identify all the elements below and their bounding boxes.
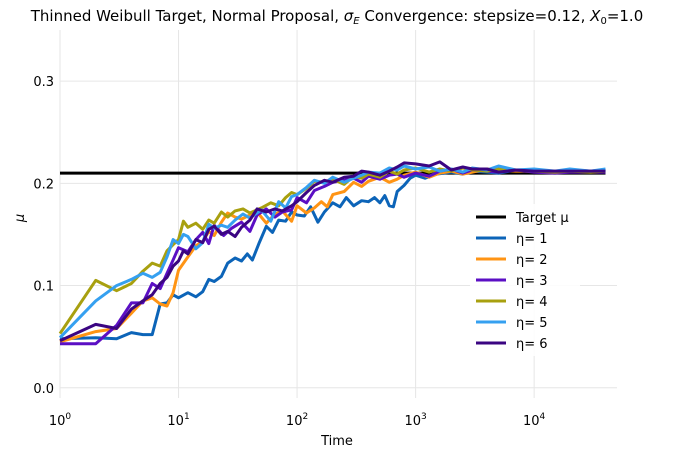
series-line-eta-6 [59, 160, 606, 343]
x-axis-ticks: 100 101 102 103 104 [49, 412, 546, 429]
legend-label-eta-5: η= 5 [516, 316, 548, 331]
chart-title: Thinned Weibull Target, Normal Proposal,… [30, 7, 644, 27]
legend: Target μ η= 1 η= 2 η= 3 η= 4 η= 5 η= 6 [470, 204, 580, 356]
y-axis-label: μ [13, 214, 28, 223]
y-tick-label: 0.3 [33, 75, 54, 90]
legend-label-eta-4: η= 4 [516, 295, 548, 310]
series-line-eta-5 [58, 164, 606, 339]
legend-label-eta-1: η= 1 [516, 232, 548, 247]
legend-label-eta-2: η= 2 [516, 253, 548, 268]
legend-label-eta-6: η= 6 [516, 337, 548, 352]
y-tick-label: 0.0 [33, 382, 54, 397]
x-axis-label: Time [320, 434, 353, 449]
y-tick-label: 0.1 [33, 280, 54, 295]
x-tick-label: 102 [286, 412, 308, 429]
series-layer [58, 160, 606, 346]
x-tick-label: 101 [167, 412, 189, 429]
series-line-eta-3 [60, 167, 606, 346]
legend-label-target: Target μ [515, 211, 569, 226]
y-axis-ticks: 0.0 0.1 0.2 0.3 [33, 75, 54, 397]
x-tick-label: 100 [49, 412, 72, 429]
legend-label-eta-3: η= 3 [516, 274, 548, 289]
y-tick-label: 0.2 [33, 177, 54, 192]
x-tick-label: 103 [404, 412, 426, 429]
x-tick-label: 104 [523, 412, 546, 429]
